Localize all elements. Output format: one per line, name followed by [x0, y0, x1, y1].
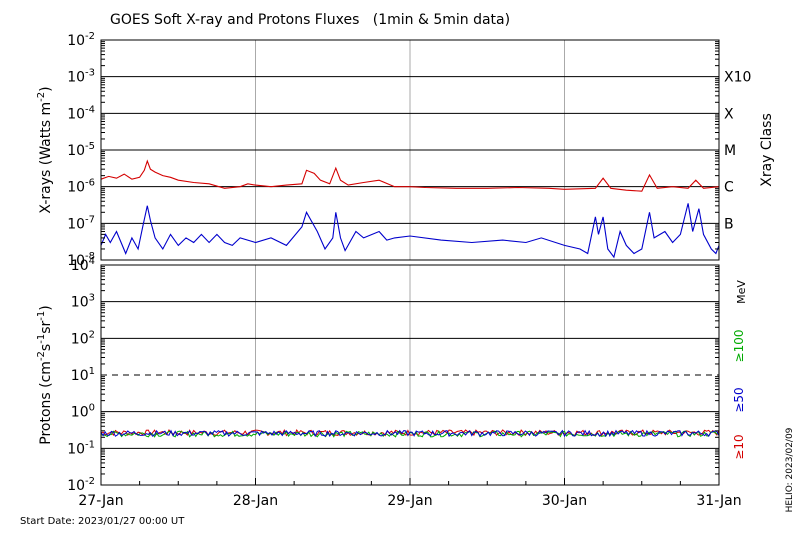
xray-ylabel-close: ): [38, 86, 54, 91]
proton-x-ticks: 27-Jan 28-Jan 29-Jan 30-Jan 31-Jan: [78, 478, 742, 509]
xray-y-tick-base: 10: [67, 216, 85, 232]
proton-ylabel-main: Protons (cm: [38, 361, 54, 445]
proton-y-tick-exp: 1: [89, 366, 95, 377]
proton-y-tick-exp: -2: [85, 476, 95, 487]
xray-frame: [100, 39, 720, 261]
xray-y-tick-base: 10: [67, 33, 85, 49]
proton-y-tick-exp: 2: [89, 329, 95, 340]
xray-class-label: B: [724, 216, 734, 232]
proton-series: [100, 429, 720, 438]
proton-ylabel-mid1: s: [38, 344, 54, 351]
x-tick-label: 30-Jan: [542, 493, 587, 509]
proton-y-tick-label: 102: [71, 329, 95, 347]
xray-class-label: X: [724, 106, 734, 122]
proton-y-tick-base: 10: [71, 295, 89, 311]
xray-class-labels: X10 X M C B: [724, 70, 751, 233]
x-tick-label: 27-Jan: [78, 493, 123, 509]
xray-y-tick-base: 10: [67, 106, 85, 122]
proton-y-tick-exp: 0: [89, 403, 95, 414]
xray-y-tick-label: 10-2: [67, 31, 95, 49]
xray-y-ticks: 10-210-310-410-510-610-710-8: [67, 31, 719, 269]
xray-y-tick-exp: -8: [85, 251, 95, 262]
x-tick-label: 31-Jan: [696, 493, 741, 509]
proton-y-tick-base: 10: [71, 258, 89, 274]
legend-ge100: ≥100: [732, 330, 746, 363]
xray-y-tick-base: 10: [67, 143, 85, 159]
legend-ge50: ≥50: [732, 387, 746, 412]
proton-y-tick-exp: 4: [89, 256, 95, 267]
proton-y-tick-base: 10: [71, 331, 89, 347]
proton-series-line: [100, 429, 720, 438]
xray-class-axis-label: Xray Class: [759, 113, 775, 187]
xray-y-tick-exp: -2: [85, 31, 95, 42]
proton-unit-label: MeV: [735, 280, 748, 304]
proton-y-axis-label: Protons (cm-2s-1sr-1): [36, 305, 54, 444]
xray-y-tick-base: 10: [67, 180, 85, 196]
proton-ylabel-close: ): [38, 305, 54, 310]
chart-title: GOES Soft X-ray and Protons Fluxes (1min…: [110, 12, 510, 28]
xray-y-tick-label: 10-3: [67, 68, 95, 86]
xray-gridlines: [101, 40, 719, 260]
xray-y-tick-exp: -4: [85, 104, 95, 115]
proton-ylabel-sup3: -1: [36, 311, 47, 321]
proton-y-tick-base: 10: [71, 405, 89, 421]
xray-y-tick-base: 10: [67, 70, 85, 86]
xray-y-tick-label: 10-8: [67, 251, 95, 269]
xray-y-tick-label: 10-6: [67, 178, 95, 196]
proton-gridlines: [101, 265, 719, 485]
xray-y-tick-label: 10-7: [67, 214, 95, 232]
start-date: Start Date: 2023/01/27 00:00 UT: [20, 516, 185, 527]
xray-y-tick-label: 10-5: [67, 141, 95, 159]
xray-ylabel-sup: -2: [36, 92, 47, 102]
proton-y-tick-label: 104: [71, 256, 95, 274]
proton-ylabel-mid2: sr: [38, 320, 54, 333]
proton-ylabel-sup1: -2: [36, 351, 47, 361]
helio-stamp: HELIO: 2023/02/09: [785, 427, 795, 512]
xray-y-axis-label: X-rays (Watts m-2): [36, 86, 54, 213]
xray-class-label: X10: [724, 70, 751, 86]
xray-short-channel-line: [100, 203, 720, 259]
xray-class-label: C: [724, 180, 734, 196]
xray-y-tick-exp: -6: [85, 178, 95, 189]
xray-y-tick-base: 10: [67, 253, 85, 269]
proton-y-tick-label: 100: [71, 403, 95, 421]
proton-y-tick-exp: -1: [85, 439, 95, 450]
xray-class-label: M: [724, 143, 736, 159]
proton-y-tick-label: 101: [71, 366, 95, 384]
xray-series: [100, 159, 720, 259]
proton-y-tick-base: 10: [71, 368, 89, 384]
proton-y-tick-label: 10-2: [67, 476, 95, 494]
proton-y-tick-label: 10-1: [67, 439, 95, 457]
xray-y-tick-exp: -5: [85, 141, 95, 152]
x-tick-label: 29-Jan: [387, 493, 432, 509]
xray-long-channel-line: [100, 159, 720, 192]
proton-y-tick-exp: 3: [89, 293, 95, 304]
proton-y-tick-base: 10: [67, 441, 85, 457]
proton-ylabel-sup2: -1: [36, 334, 47, 344]
x-tick-label: 28-Jan: [233, 493, 278, 509]
xray-ylabel-main: X-rays (Watts m: [38, 102, 54, 214]
xray-y-tick-label: 10-4: [67, 104, 95, 122]
proton-y-tick-label: 103: [71, 293, 95, 311]
xray-y-tick-exp: -3: [85, 68, 95, 79]
proton-y-tick-base: 10: [67, 478, 85, 494]
xray-y-tick-exp: -7: [85, 214, 95, 225]
legend-ge10: ≥10: [732, 434, 746, 459]
